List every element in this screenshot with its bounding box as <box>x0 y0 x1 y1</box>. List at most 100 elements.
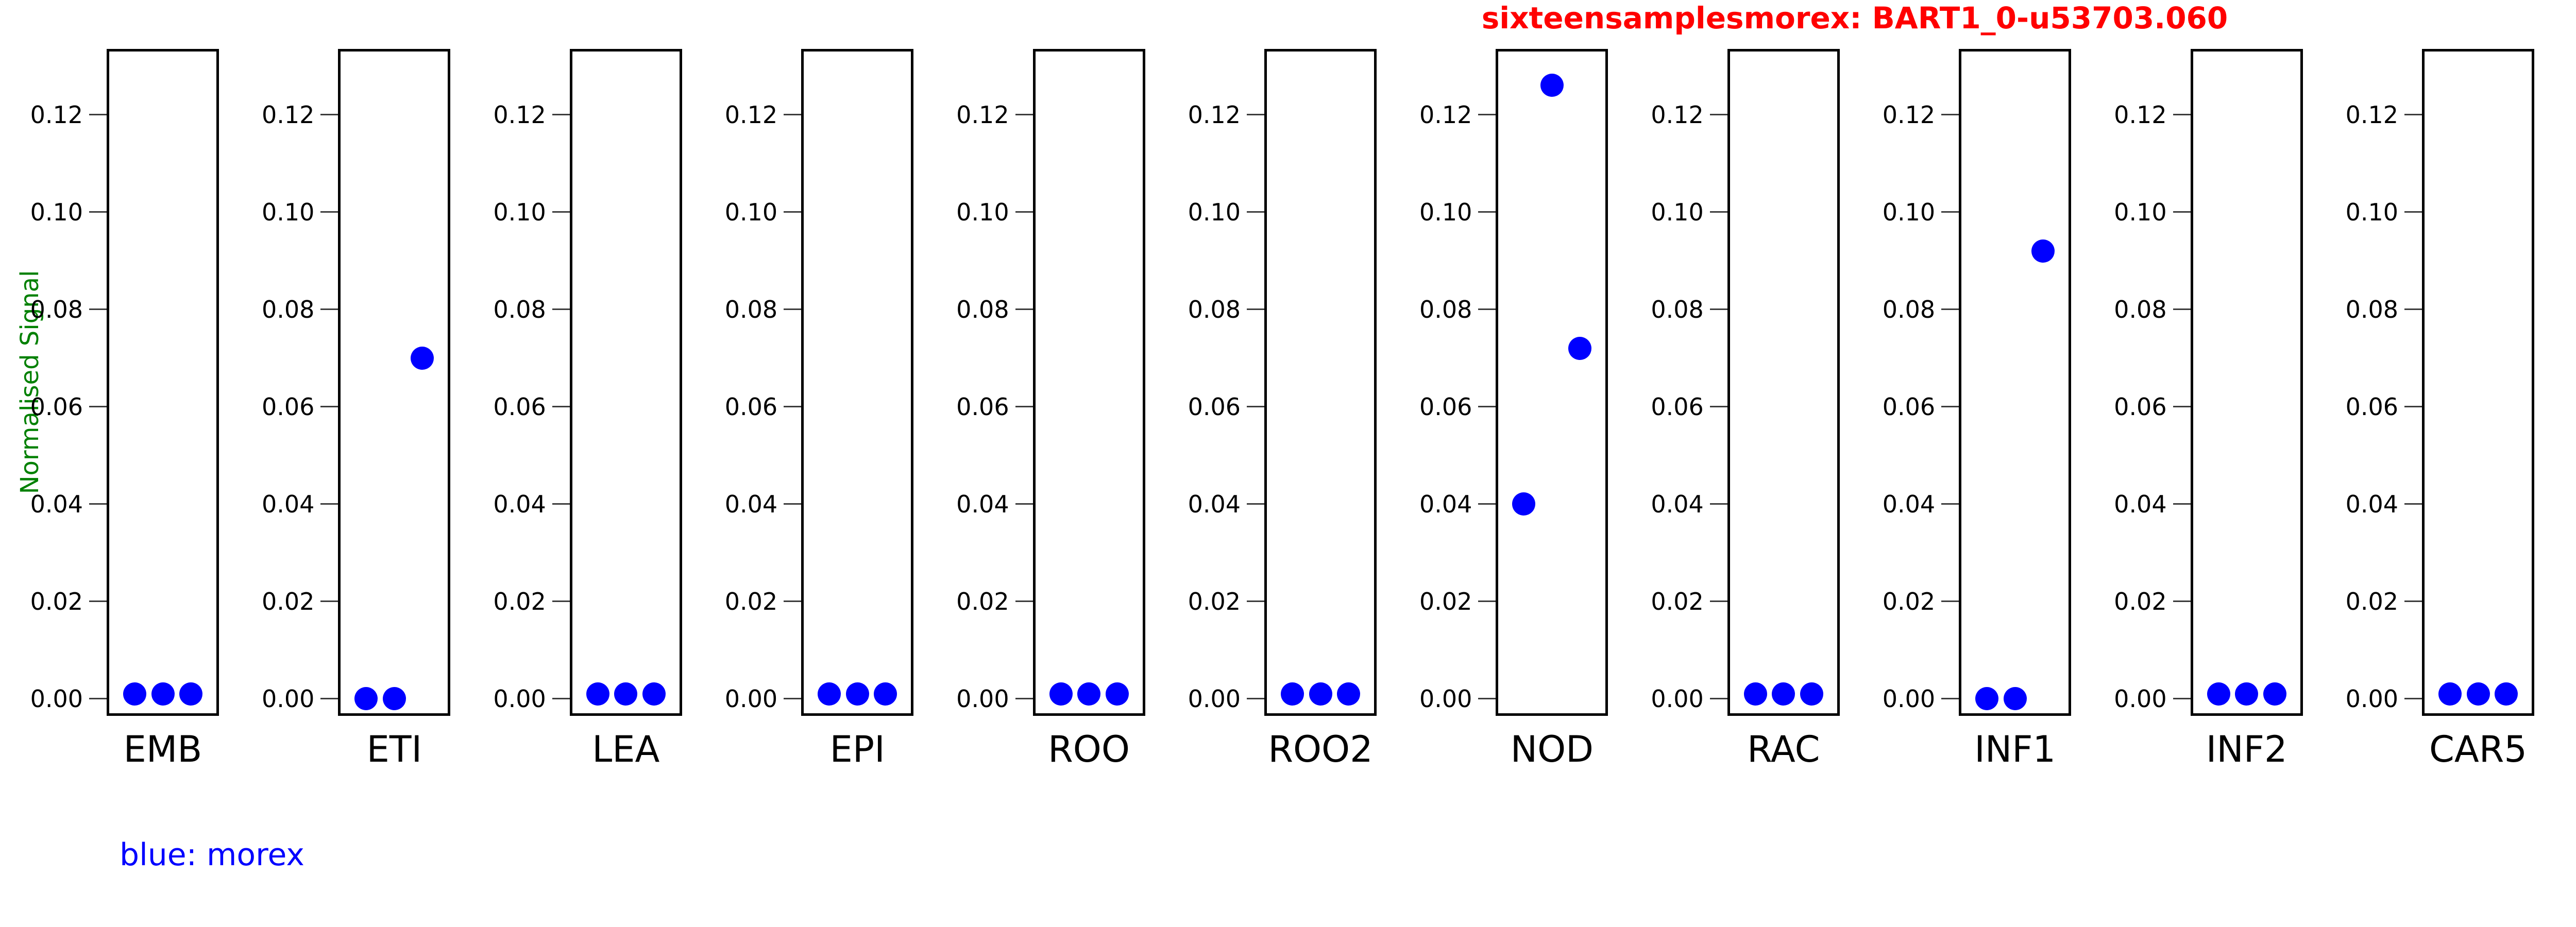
y-tick-label: 0.04 <box>1651 490 1704 518</box>
data-point <box>382 687 406 711</box>
y-tick-mark <box>2173 406 2191 408</box>
data-point <box>874 682 897 706</box>
sample-label: ETI <box>366 728 422 770</box>
sample-label: INF2 <box>2206 728 2287 770</box>
y-tick-label: 0.02 <box>1882 587 1936 615</box>
y-tick-label: 0.12 <box>1882 100 1936 129</box>
subplot-car5: 0.00 0.02 0.04 0.06 0.08 0.10 0.12 CAR5 <box>2346 49 2534 767</box>
y-tick-mark <box>784 503 802 505</box>
y-tick-label: 0.00 <box>724 684 778 713</box>
y-tick-mark <box>784 114 802 116</box>
data-point <box>1800 682 1823 706</box>
y-tick-label: 0.08 <box>2114 295 2167 323</box>
y-tick-label: 0.08 <box>2345 295 2398 323</box>
y-tick-mark <box>1247 600 1264 603</box>
data-point <box>2263 682 2286 706</box>
y-tick-mark <box>2173 211 2191 213</box>
subplot-inf2: 0.00 0.02 0.04 0.06 0.08 0.10 0.12 INF2 <box>2114 49 2303 767</box>
y-tick-mark <box>552 698 570 700</box>
y-tick-mark <box>1478 698 1496 700</box>
y-tick-mark <box>1941 114 1959 116</box>
y-tick-label: 0.06 <box>30 392 83 421</box>
subplot-nod: 0.00 0.02 0.04 0.06 0.08 0.10 0.12 NOD <box>1419 49 1608 767</box>
data-point <box>2003 687 2027 711</box>
y-tick-label: 0.08 <box>493 295 546 323</box>
plot-box <box>2422 49 2534 716</box>
data-point <box>2466 682 2490 706</box>
data-point <box>151 682 175 706</box>
plot-box <box>1496 49 1608 716</box>
sample-label: EPI <box>829 728 885 770</box>
y-tick-label: 0.10 <box>1651 198 1704 226</box>
data-point <box>1105 682 1129 706</box>
y-tick-label: 0.04 <box>724 490 778 518</box>
y-tick-mark <box>784 600 802 603</box>
y-tick-mark <box>784 698 802 700</box>
y-tick-mark <box>2404 406 2422 408</box>
y-tick-mark <box>1709 600 1727 603</box>
y-tick-label: 0.04 <box>2114 490 2167 518</box>
y-tick-label: 0.02 <box>261 587 315 615</box>
y-tick-mark <box>320 114 338 116</box>
y-tick-label: 0.04 <box>2345 490 2398 518</box>
y-tick-mark <box>1478 406 1496 408</box>
y-tick-label: 0.08 <box>1882 295 1936 323</box>
y-tick-mark <box>1015 114 1033 116</box>
y-tick-label: 0.12 <box>2345 100 2398 129</box>
y-tick-label: 0.04 <box>261 490 315 518</box>
y-tick-label: 0.02 <box>956 587 1009 615</box>
y-tick-mark <box>1941 406 1959 408</box>
y-tick-label: 0.08 <box>30 295 83 323</box>
y-tick-mark <box>89 698 107 700</box>
sample-label: EMB <box>123 728 202 770</box>
y-tick-mark <box>2173 698 2191 700</box>
data-point <box>2438 682 2462 706</box>
y-tick-label: 0.04 <box>1882 490 1936 518</box>
data-point <box>1512 492 1536 516</box>
y-tick-label: 0.08 <box>1188 295 1241 323</box>
y-tick-label: 0.10 <box>261 198 315 226</box>
subplot-rac: 0.00 0.02 0.04 0.06 0.08 0.10 0.12 RAC <box>1651 49 1840 767</box>
y-tick-mark <box>552 503 570 505</box>
plot-box <box>1959 49 2072 716</box>
y-tick-mark <box>1478 211 1496 213</box>
y-tick-label: 0.02 <box>1651 587 1704 615</box>
y-tick-label: 0.04 <box>1188 490 1241 518</box>
y-tick-label: 0.06 <box>1882 392 1936 421</box>
y-tick-mark <box>320 308 338 311</box>
subplot-roo: 0.00 0.02 0.04 0.06 0.08 0.10 0.12 ROO <box>956 49 1145 767</box>
sample-label: LEA <box>592 728 660 770</box>
y-tick-label: 0.08 <box>724 295 778 323</box>
y-tick-label: 0.02 <box>724 587 778 615</box>
y-tick-label: 0.00 <box>2114 684 2167 713</box>
sample-label: RAC <box>1747 728 1820 770</box>
data-point <box>614 682 638 706</box>
data-point <box>354 687 378 711</box>
y-tick-mark <box>320 211 338 213</box>
chart-title: sixteensamplesmorex: BART1_0-u53703.060 <box>1481 1 2228 36</box>
y-tick-mark <box>2173 503 2191 505</box>
y-tick-mark <box>1015 308 1033 311</box>
y-tick-mark <box>89 406 107 408</box>
y-tick-mark <box>552 308 570 311</box>
y-tick-mark <box>2173 308 2191 311</box>
y-tick-label: 0.04 <box>956 490 1009 518</box>
data-point <box>586 682 609 706</box>
data-point <box>2235 682 2259 706</box>
y-tick-label: 0.06 <box>261 392 315 421</box>
y-tick-label: 0.06 <box>956 392 1009 421</box>
y-tick-label: 0.08 <box>261 295 315 323</box>
plot-box <box>801 49 914 716</box>
sample-label: ROO2 <box>1268 728 1373 770</box>
y-tick-label: 0.02 <box>493 587 546 615</box>
data-point <box>123 682 146 706</box>
y-tick-mark <box>1015 211 1033 213</box>
y-tick-label: 0.00 <box>1882 684 1936 713</box>
y-tick-label: 0.12 <box>1188 100 1241 129</box>
y-tick-mark <box>1941 698 1959 700</box>
data-point <box>179 682 202 706</box>
plot-box <box>2190 49 2303 716</box>
y-tick-mark <box>1478 308 1496 311</box>
y-tick-label: 0.06 <box>2114 392 2167 421</box>
